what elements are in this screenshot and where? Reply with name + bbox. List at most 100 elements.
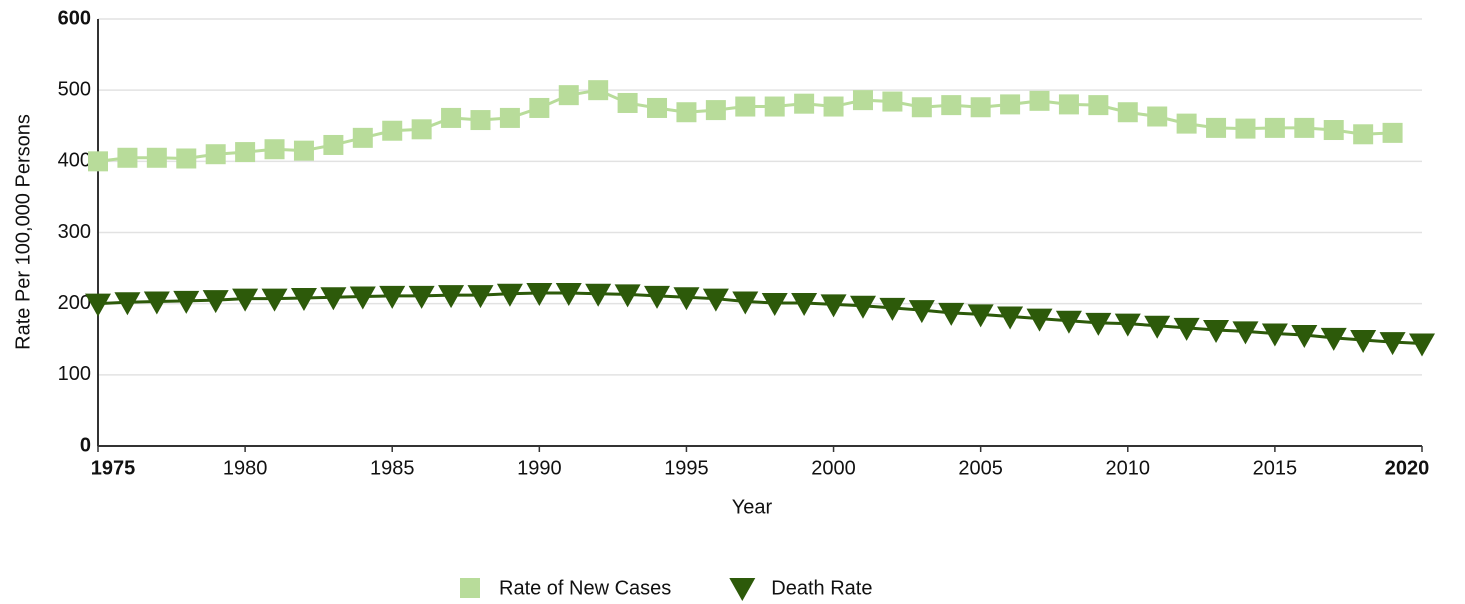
y-tick-label: 0	[80, 434, 91, 456]
data-point	[852, 90, 873, 111]
data-point	[438, 285, 465, 309]
x-axis-label: Year	[732, 496, 773, 518]
data-point	[408, 285, 435, 309]
data-point	[349, 286, 376, 310]
data-point	[1029, 90, 1050, 111]
data-point	[261, 288, 288, 312]
x-tick-label: 2010	[1106, 457, 1151, 479]
series-line	[97, 291, 1423, 346]
data-point	[938, 302, 965, 326]
data-point	[849, 295, 876, 319]
data-point	[794, 93, 815, 114]
data-point	[114, 292, 141, 316]
y-tick-label: 100	[58, 363, 91, 385]
x-tick-label: 2000	[811, 457, 856, 479]
data-point	[823, 96, 844, 117]
data-point	[1235, 118, 1256, 139]
data-point	[1147, 106, 1168, 127]
data-point	[1203, 319, 1230, 343]
y-tick-label: 400	[58, 150, 91, 172]
legend-label: Death Rate	[771, 577, 872, 599]
data-point	[908, 300, 935, 324]
data-point	[499, 107, 520, 128]
data-point	[382, 120, 403, 141]
x-tick-label: 1995	[664, 457, 709, 479]
data-point	[1058, 94, 1079, 115]
data-point	[732, 291, 759, 315]
y-tick-label: 500	[58, 78, 91, 100]
data-point	[1085, 312, 1112, 336]
data-point	[1379, 332, 1406, 356]
data-point	[290, 287, 317, 311]
data-point	[470, 110, 491, 131]
data-point	[88, 151, 108, 172]
data-point	[1264, 117, 1285, 138]
y-tick-label: 600	[58, 7, 91, 29]
legend-label: Rate of New Cases	[499, 577, 671, 599]
data-point	[558, 85, 579, 106]
data-point	[1382, 122, 1403, 143]
data-point	[676, 102, 697, 123]
data-point	[146, 147, 167, 168]
data-point	[702, 288, 729, 312]
x-tick-label: 2020	[1385, 457, 1430, 479]
data-point	[1409, 333, 1435, 357]
data-point	[614, 284, 641, 308]
data-point	[235, 142, 256, 163]
x-tick-label: 2015	[1253, 457, 1298, 479]
x-tick-label: 1975	[91, 457, 136, 479]
data-point	[232, 288, 259, 312]
data-point	[1117, 102, 1138, 123]
data-point	[1088, 95, 1109, 116]
data-point	[1055, 310, 1082, 334]
data-point	[647, 97, 668, 118]
data-point	[997, 306, 1024, 330]
data-point	[143, 291, 170, 315]
data-point	[1206, 117, 1227, 138]
data-point	[555, 282, 582, 306]
data-point	[820, 294, 847, 318]
data-point	[117, 147, 138, 168]
data-point	[529, 97, 550, 118]
data-point	[1291, 324, 1318, 348]
data-point	[735, 96, 756, 117]
y-tick-label: 200	[58, 292, 91, 314]
data-point	[1176, 113, 1197, 134]
data-point	[323, 134, 344, 155]
data-point	[764, 96, 785, 117]
x-tick-label: 1980	[223, 457, 268, 479]
data-point	[264, 139, 285, 160]
legend-marker	[460, 578, 480, 598]
data-point	[882, 91, 903, 112]
data-point	[970, 97, 991, 118]
data-point	[588, 80, 609, 101]
data-point	[526, 282, 553, 306]
data-point	[941, 95, 962, 116]
data-point	[1232, 321, 1259, 345]
data-point	[352, 127, 373, 148]
data-point	[1026, 308, 1053, 332]
data-point	[1144, 315, 1171, 339]
x-tick-label: 2005	[958, 457, 1003, 479]
data-point	[911, 97, 932, 118]
data-point	[496, 283, 523, 307]
data-point	[1320, 327, 1347, 351]
data-point	[176, 148, 197, 169]
data-point	[791, 292, 818, 316]
data-point	[1294, 117, 1315, 138]
data-point	[1000, 94, 1021, 115]
data-point	[1114, 313, 1141, 337]
y-tick-label: 300	[58, 221, 91, 243]
data-point	[1173, 317, 1200, 341]
data-point	[1353, 124, 1374, 145]
x-tick-label: 1985	[370, 457, 415, 479]
data-point	[617, 92, 638, 113]
data-point	[441, 107, 462, 128]
data-point	[761, 292, 788, 316]
data-point	[585, 283, 612, 307]
data-point	[293, 140, 314, 161]
y-axis-label: Rate Per 100,000 Persons	[12, 114, 34, 350]
data-point	[85, 293, 111, 317]
data-point	[411, 119, 432, 140]
